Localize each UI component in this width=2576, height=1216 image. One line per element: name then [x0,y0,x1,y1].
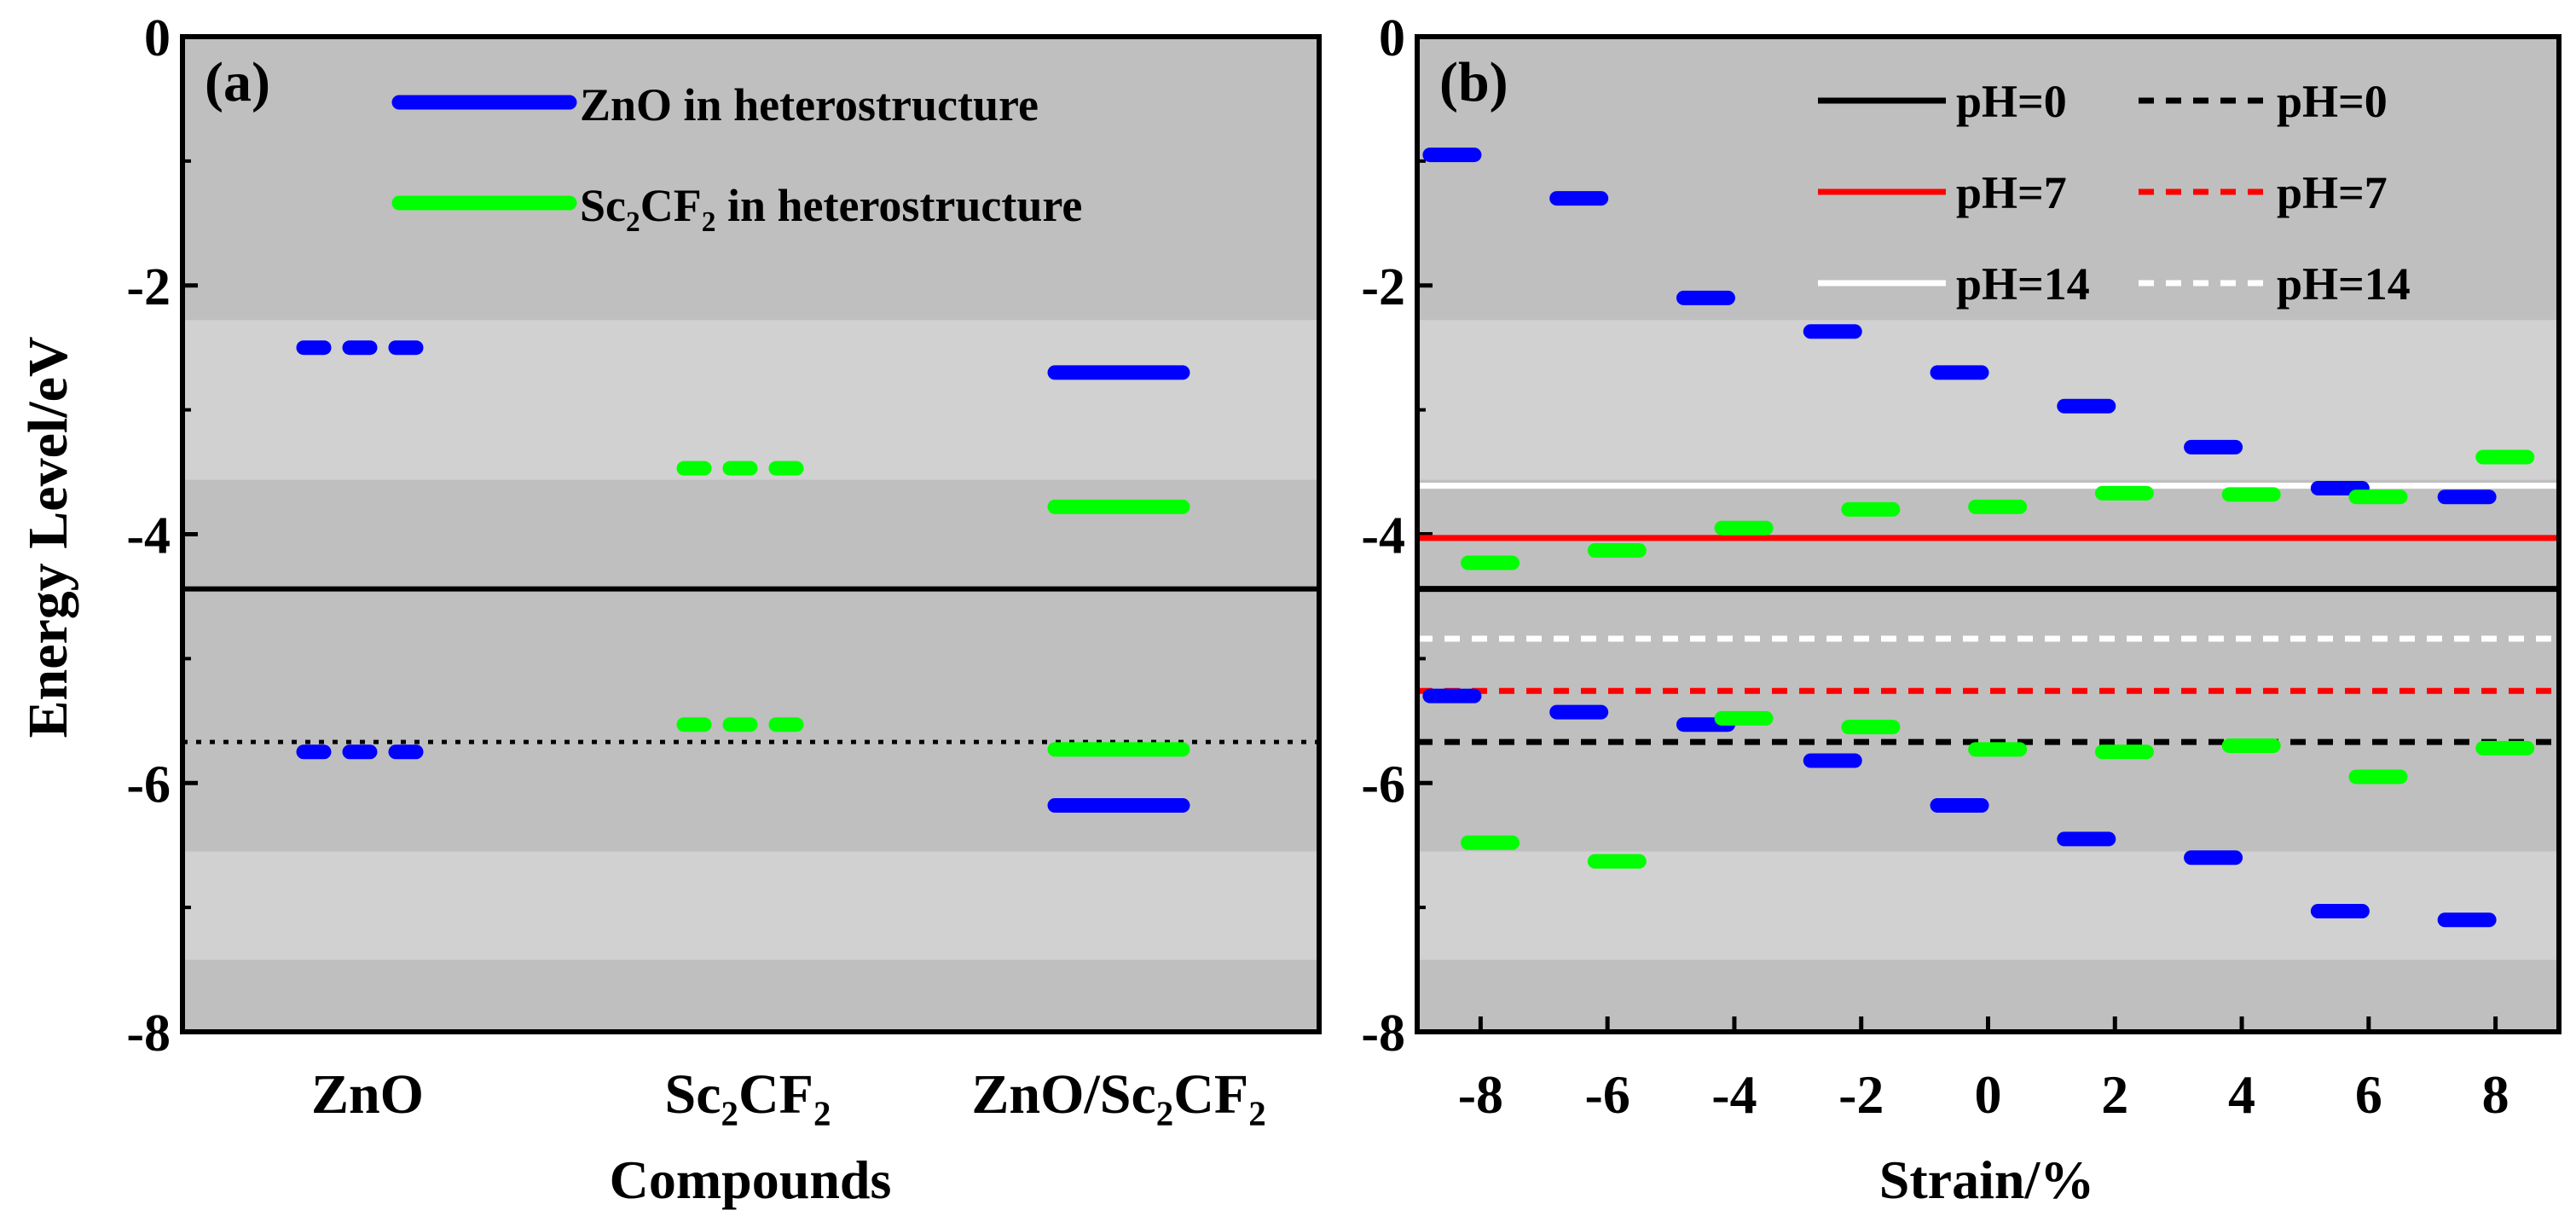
background-band [1417,320,2559,480]
label-main: ZnO [311,1063,424,1126]
legend-label: pH=7 [1956,167,2067,218]
label-subscript: 2 [813,1095,831,1133]
background-band [182,37,1319,321]
label-main: ZnO/Sc [971,1063,1155,1126]
legend-label: pH=14 [2277,258,2411,310]
x-tick-label: -4 [1711,1064,1757,1125]
label-main: ZnO in heterostructure [580,79,1039,130]
y-tick-label: -8 [1361,1005,1405,1063]
x-tick-label: Sc2CF2 [665,1063,831,1133]
background-band [1417,851,2559,960]
legend-label: pH=14 [1956,258,2090,310]
label-main: CF [640,180,702,231]
x-tick-label: 4 [2228,1064,2255,1125]
y-tick-label: -6 [126,756,171,814]
background-band [182,959,1319,1032]
legend-label: pH=7 [2277,167,2388,218]
x-tick-label: -6 [1585,1064,1630,1125]
legend-label: pH=0 [1956,76,2067,127]
label-main: Sc [580,180,626,231]
x-axis-label-a: Compounds [610,1149,892,1210]
label-subscript: 2 [702,206,716,238]
background-band [1417,479,2559,852]
x-tick-label: -8 [1458,1064,1503,1125]
y-tick-label: -6 [1361,756,1405,814]
y-tick-label: -4 [1361,507,1405,565]
y-tick-label: -8 [126,1005,171,1063]
label-subscript: 2 [721,1095,738,1133]
x-tick-label: 8 [2482,1064,2509,1125]
x-tick-label: -2 [1838,1064,1884,1125]
background-band [1417,37,2559,321]
panel-label: (b) [1439,51,1508,113]
legend-label: ZnO in heterostructure [580,79,1039,130]
x-tick-label: 6 [2355,1064,2382,1125]
label-main: CF [1173,1063,1248,1126]
background-band [182,479,1319,852]
x-tick-label: 0 [1975,1064,2002,1125]
y-tick-label: -4 [126,507,171,565]
panel-label: (a) [205,51,270,113]
x-axis-label-b: Strain/% [1879,1149,2094,1210]
background-band [182,851,1319,960]
label-tail: in heterostructure [715,180,1082,231]
x-tick-label: ZnO/Sc2CF2 [971,1063,1265,1133]
y-tick-label: 0 [1379,9,1405,67]
label-subscript: 2 [1156,1095,1173,1133]
label-subscript: 2 [626,206,640,238]
y-axis-label: Energy Level/eV [17,336,79,738]
x-tick-label: ZnO [311,1063,424,1126]
legend-label: pH=0 [2277,76,2388,127]
panel-b-chart: 0 -2 -4 -6 -8 -8 -6 -4 -2 0 2 4 6 8 (b) pH=0 pH=0 pH=7 pH=… [1361,9,2562,1125]
y-tick-label: 0 [144,9,171,67]
label-subscript: 2 [1248,1095,1265,1133]
legend-label: Sc2CF2 in heterostructure [580,180,1082,238]
label-main: Sc [665,1063,721,1126]
x-tick-label: 2 [2101,1064,2128,1125]
y-tick-label: -2 [1361,258,1405,316]
y-tick-label: -2 [126,258,171,316]
plot-border [180,34,1322,1034]
label-main: CF [738,1063,813,1126]
